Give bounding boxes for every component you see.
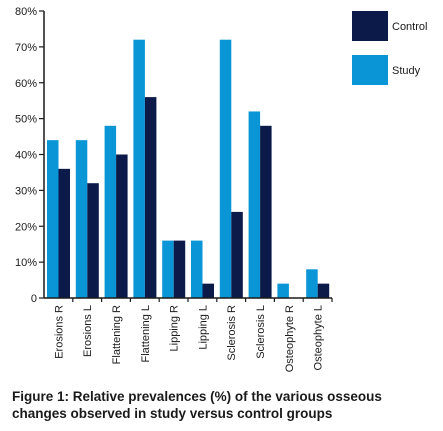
bar-study	[277, 283, 289, 298]
x-category-label: Flattening L	[140, 305, 152, 362]
bar-control	[173, 240, 186, 298]
bar-study	[162, 240, 174, 298]
bar-control	[202, 283, 214, 298]
y-axis: 0 10% 20% 30% 40% 50% 60% 70% 80%	[15, 6, 45, 305]
bar-control	[144, 97, 157, 298]
y-tick-label: 20%	[15, 221, 37, 233]
bar-study	[133, 39, 145, 298]
x-category-label: Flattening R	[111, 305, 123, 364]
bar-study	[191, 240, 203, 298]
bar-control	[116, 154, 128, 298]
y-tick-label: 80%	[15, 6, 37, 18]
x-category-label: Lipping L	[197, 305, 209, 350]
bar-control	[231, 211, 243, 298]
legend-label: Control	[392, 21, 427, 33]
y-tick-label: 70%	[15, 42, 37, 54]
bar-study	[47, 140, 59, 298]
legend-label: Study	[392, 65, 421, 77]
x-category-label: Osteophyte R	[284, 305, 296, 372]
x-category-label: Lipping R	[169, 305, 181, 352]
x-category-label: Sclerosis R	[226, 305, 238, 361]
bar-study	[306, 269, 318, 298]
bar-study	[75, 140, 88, 298]
bars	[47, 39, 330, 298]
x-category-label: Osteophyte L	[313, 305, 325, 370]
y-tick-label: 60%	[15, 78, 37, 90]
bar-study	[104, 125, 117, 298]
legend: Control Study	[352, 11, 427, 85]
bar-study	[248, 111, 261, 298]
caption-text: Relative prevalences (%) of the various …	[12, 389, 382, 421]
x-axis: Erosions R Erosions L Flattening R Flatteni…	[44, 297, 333, 372]
y-tick-label: 0	[31, 293, 37, 305]
figure-caption: Figure 1: Relative prevalences (%) of th…	[12, 388, 437, 422]
bar-control	[260, 125, 272, 298]
bar-study	[219, 39, 232, 298]
legend-swatch	[352, 11, 388, 41]
x-category-label: Erosions L	[82, 305, 94, 357]
bar-control	[317, 283, 330, 298]
bar-chart: 010%20%30%40%50%60%70%80% Erosions R Eros…	[15, 6, 428, 372]
bar-control	[87, 183, 99, 298]
bar-control	[58, 168, 70, 298]
caption-prefix: Figure 1:	[12, 389, 70, 404]
y-tick-label: 30%	[15, 185, 37, 197]
y-tick-label: 50%	[15, 114, 37, 126]
x-category-label: Sclerosis L	[255, 305, 267, 359]
y-tick-label: 10%	[15, 257, 37, 269]
y-tick-label: 40%	[15, 150, 37, 162]
x-category-label: Erosions R	[53, 305, 65, 359]
legend-swatch	[352, 55, 388, 85]
